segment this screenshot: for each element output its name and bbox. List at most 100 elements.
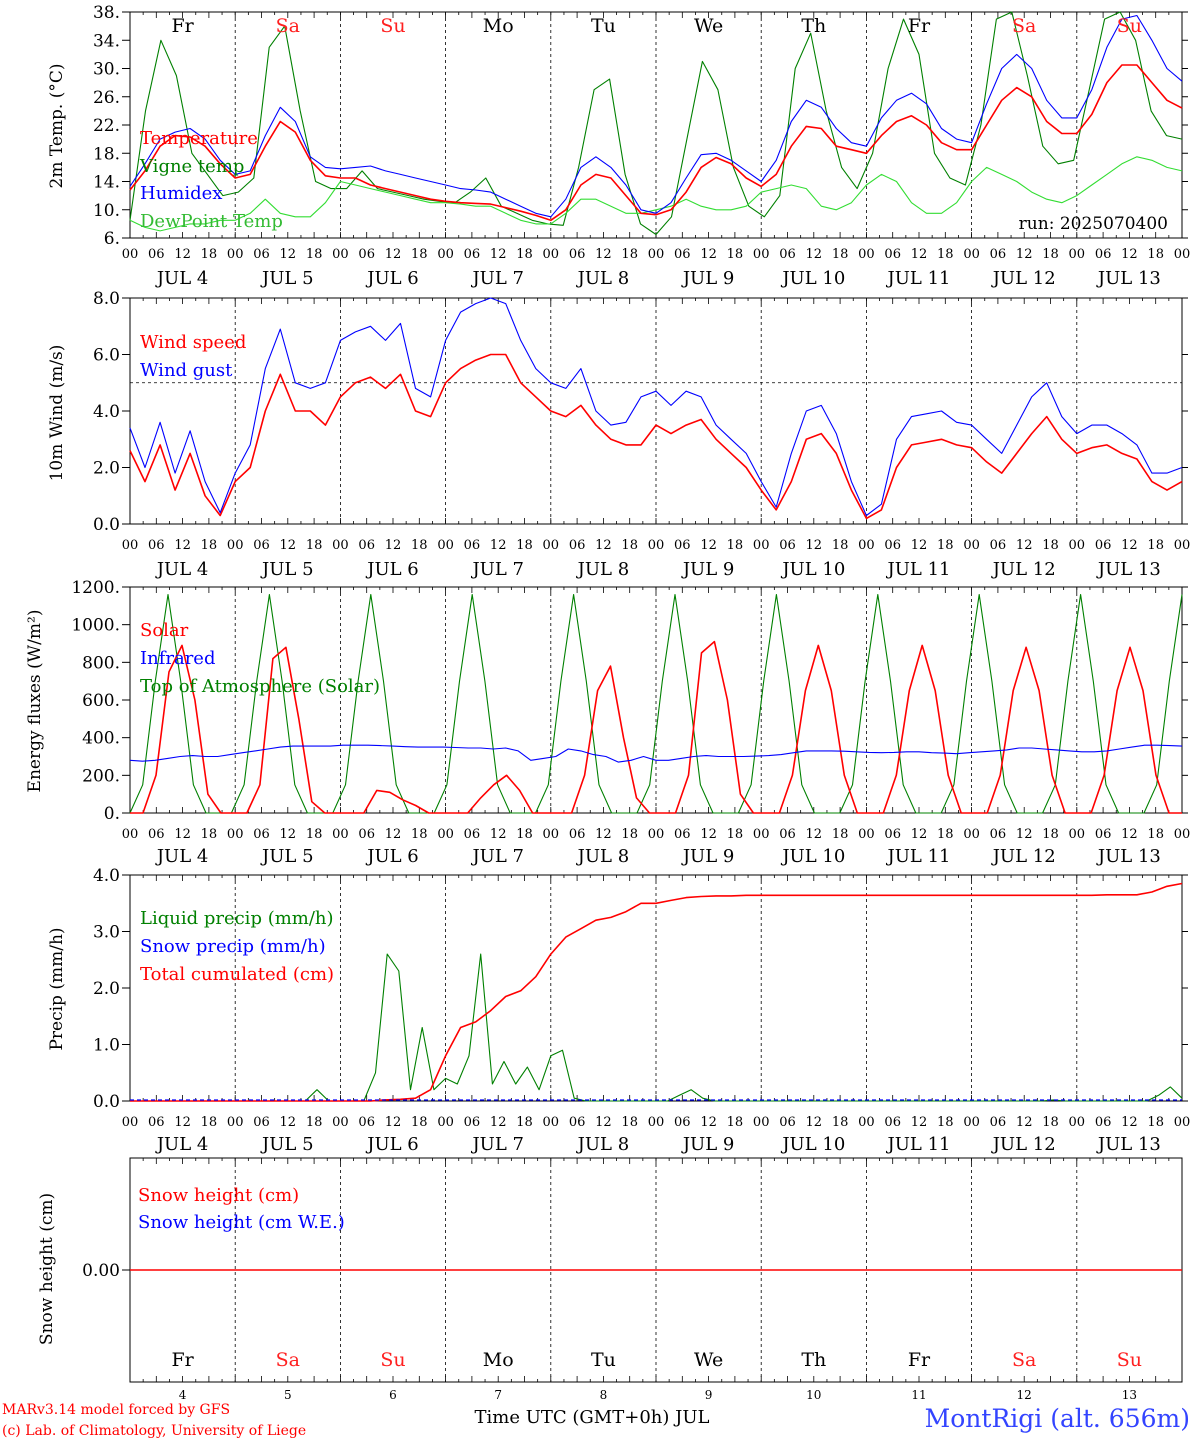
date-label: JUL 11 <box>886 268 951 289</box>
energy-panel: 00 06 12 18 JUL 4 00 06 12 18 JUL 5 00 06 12 18 JUL 6 0… <box>71 578 1190 867</box>
day-name: Tu <box>591 15 616 37</box>
hour-tick-label: 06 <box>464 538 481 553</box>
hour-tick-label: 00 <box>963 827 980 842</box>
date-label: JUL 9 <box>681 1134 735 1155</box>
hour-tick-label: 18 <box>516 247 533 262</box>
temp-ylabel: 2m Temp. (°C) <box>47 63 67 188</box>
date-label: JUL 11 <box>886 1134 951 1155</box>
y-tick-label: 1200. <box>71 578 120 598</box>
day-number: 13 <box>1122 1388 1137 1402</box>
y-tick-label: 600. <box>82 691 120 711</box>
hour-tick-label: 12 <box>595 827 612 842</box>
hour-tick-label: 00 <box>858 247 875 262</box>
legend-snow-height-we: Snow height (cm W.E.) <box>138 1212 345 1233</box>
legend-wind-gust: Wind gust <box>140 360 233 381</box>
hour-tick-label: 00 <box>437 247 454 262</box>
hour-tick-label: 06 <box>779 1115 796 1130</box>
date-label: JUL 6 <box>365 1134 419 1155</box>
hour-tick-label: 06 <box>358 247 375 262</box>
date-label: JUL 9 <box>681 846 735 867</box>
day-name: Su <box>1117 15 1142 37</box>
hour-tick-label: 00 <box>543 827 560 842</box>
day-name: Sa <box>276 15 300 37</box>
hour-tick-label: 00 <box>753 538 770 553</box>
model-line: MARv3.14 model forced by GFS <box>2 1402 230 1418</box>
hour-tick-label: 18 <box>1147 827 1164 842</box>
day-name: Fr <box>908 1349 931 1371</box>
date-label: JUL 4 <box>155 559 209 580</box>
day-name: Th <box>801 1349 826 1371</box>
day-name: Tu <box>591 1349 616 1371</box>
y-tick-label: 0. <box>104 804 120 824</box>
y-tick-label: 38. <box>93 3 120 23</box>
hour-tick-label: 18 <box>937 827 954 842</box>
date-label: JUL 5 <box>260 559 314 580</box>
y-tick-label: 30. <box>93 60 120 80</box>
station-label: MontRigi (alt. 656m) <box>925 1404 1190 1433</box>
credit-line: (c) Lab. of Climatology, University of L… <box>2 1423 306 1439</box>
hour-tick-label: 00 <box>437 827 454 842</box>
day-number: 12 <box>1017 1388 1032 1402</box>
day-name: Su <box>380 15 405 37</box>
date-label: JUL 13 <box>1096 1134 1161 1155</box>
hour-tick-label: 06 <box>569 1115 586 1130</box>
y-tick-label: 6. <box>104 229 120 249</box>
day-number: 6 <box>389 1388 397 1402</box>
hour-tick-label: 12 <box>280 247 297 262</box>
hour-tick-label: 06 <box>358 827 375 842</box>
hour-tick-label: 12 <box>700 538 717 553</box>
hour-tick-label: 12 <box>1016 247 1033 262</box>
date-label: JUL 4 <box>155 268 209 289</box>
day-number: 10 <box>806 1388 821 1402</box>
y-tick-label: 18. <box>93 144 120 164</box>
hour-tick-label: 06 <box>148 247 165 262</box>
date-label: JUL 6 <box>365 846 419 867</box>
hour-tick-label: 18 <box>1042 247 1059 262</box>
y-tick-label: 8.0 <box>93 289 120 309</box>
hour-tick-label: 06 <box>569 827 586 842</box>
y-tick-label: 4.0 <box>93 402 120 422</box>
hour-tick-label: 12 <box>385 1115 402 1130</box>
hour-tick-label: 12 <box>280 1115 297 1130</box>
precip-panel: 00 06 12 18 JUL 4 00 06 12 18 JUL 5 00 06 12 18 JUL 6 0… <box>93 866 1190 1155</box>
hour-tick-label: 06 <box>1095 247 1112 262</box>
hour-tick-label: 18 <box>621 247 638 262</box>
hour-tick-label: 12 <box>806 247 823 262</box>
hour-tick-label: 12 <box>174 247 191 262</box>
hour-tick-label: 18 <box>1147 1115 1164 1130</box>
date-label: JUL 4 <box>155 846 209 867</box>
hour-tick-label: 00 <box>858 827 875 842</box>
date-label: JUL 7 <box>470 846 524 867</box>
hour-tick-label: 18 <box>1042 827 1059 842</box>
date-label: JUL 10 <box>780 1134 845 1155</box>
hour-tick-label: 06 <box>1095 827 1112 842</box>
run-label: run: 2025070400 <box>1019 214 1168 234</box>
day-name: Sa <box>1012 1349 1036 1371</box>
hour-tick-label: 12 <box>385 538 402 553</box>
hour-tick-label: 06 <box>569 538 586 553</box>
date-label: JUL 6 <box>365 559 419 580</box>
hour-tick-label: 00 <box>858 538 875 553</box>
hour-tick-label: 18 <box>306 247 323 262</box>
hour-tick-label: 06 <box>148 1115 165 1130</box>
day-name: Su <box>380 1349 405 1371</box>
hour-tick-label: 00 <box>227 827 244 842</box>
hour-tick-label: 18 <box>621 1115 638 1130</box>
hour-tick-label: 00 <box>963 538 980 553</box>
hour-tick-label: 00 <box>753 247 770 262</box>
hour-tick-label: 18 <box>727 827 744 842</box>
hour-tick-label: 12 <box>174 538 191 553</box>
hour-tick-label: 18 <box>1147 247 1164 262</box>
hour-tick-label: 00 <box>543 1115 560 1130</box>
temperature-panel: 00 06 12 18 JUL 4 00 06 12 18 JUL 5 00 06 12 18 JUL 6 0… <box>93 3 1190 289</box>
legend-humidex: Humidex <box>140 183 222 204</box>
hour-tick-label: 18 <box>516 538 533 553</box>
hour-tick-label: 06 <box>884 247 901 262</box>
y-tick-label: 1000. <box>71 616 120 636</box>
day-name: Sa <box>1012 15 1036 37</box>
hour-tick-label: 00 <box>122 827 139 842</box>
legend-solar: Solar <box>140 620 189 641</box>
date-label: JUL 4 <box>155 1134 209 1155</box>
date-label: JUL 12 <box>991 268 1056 289</box>
